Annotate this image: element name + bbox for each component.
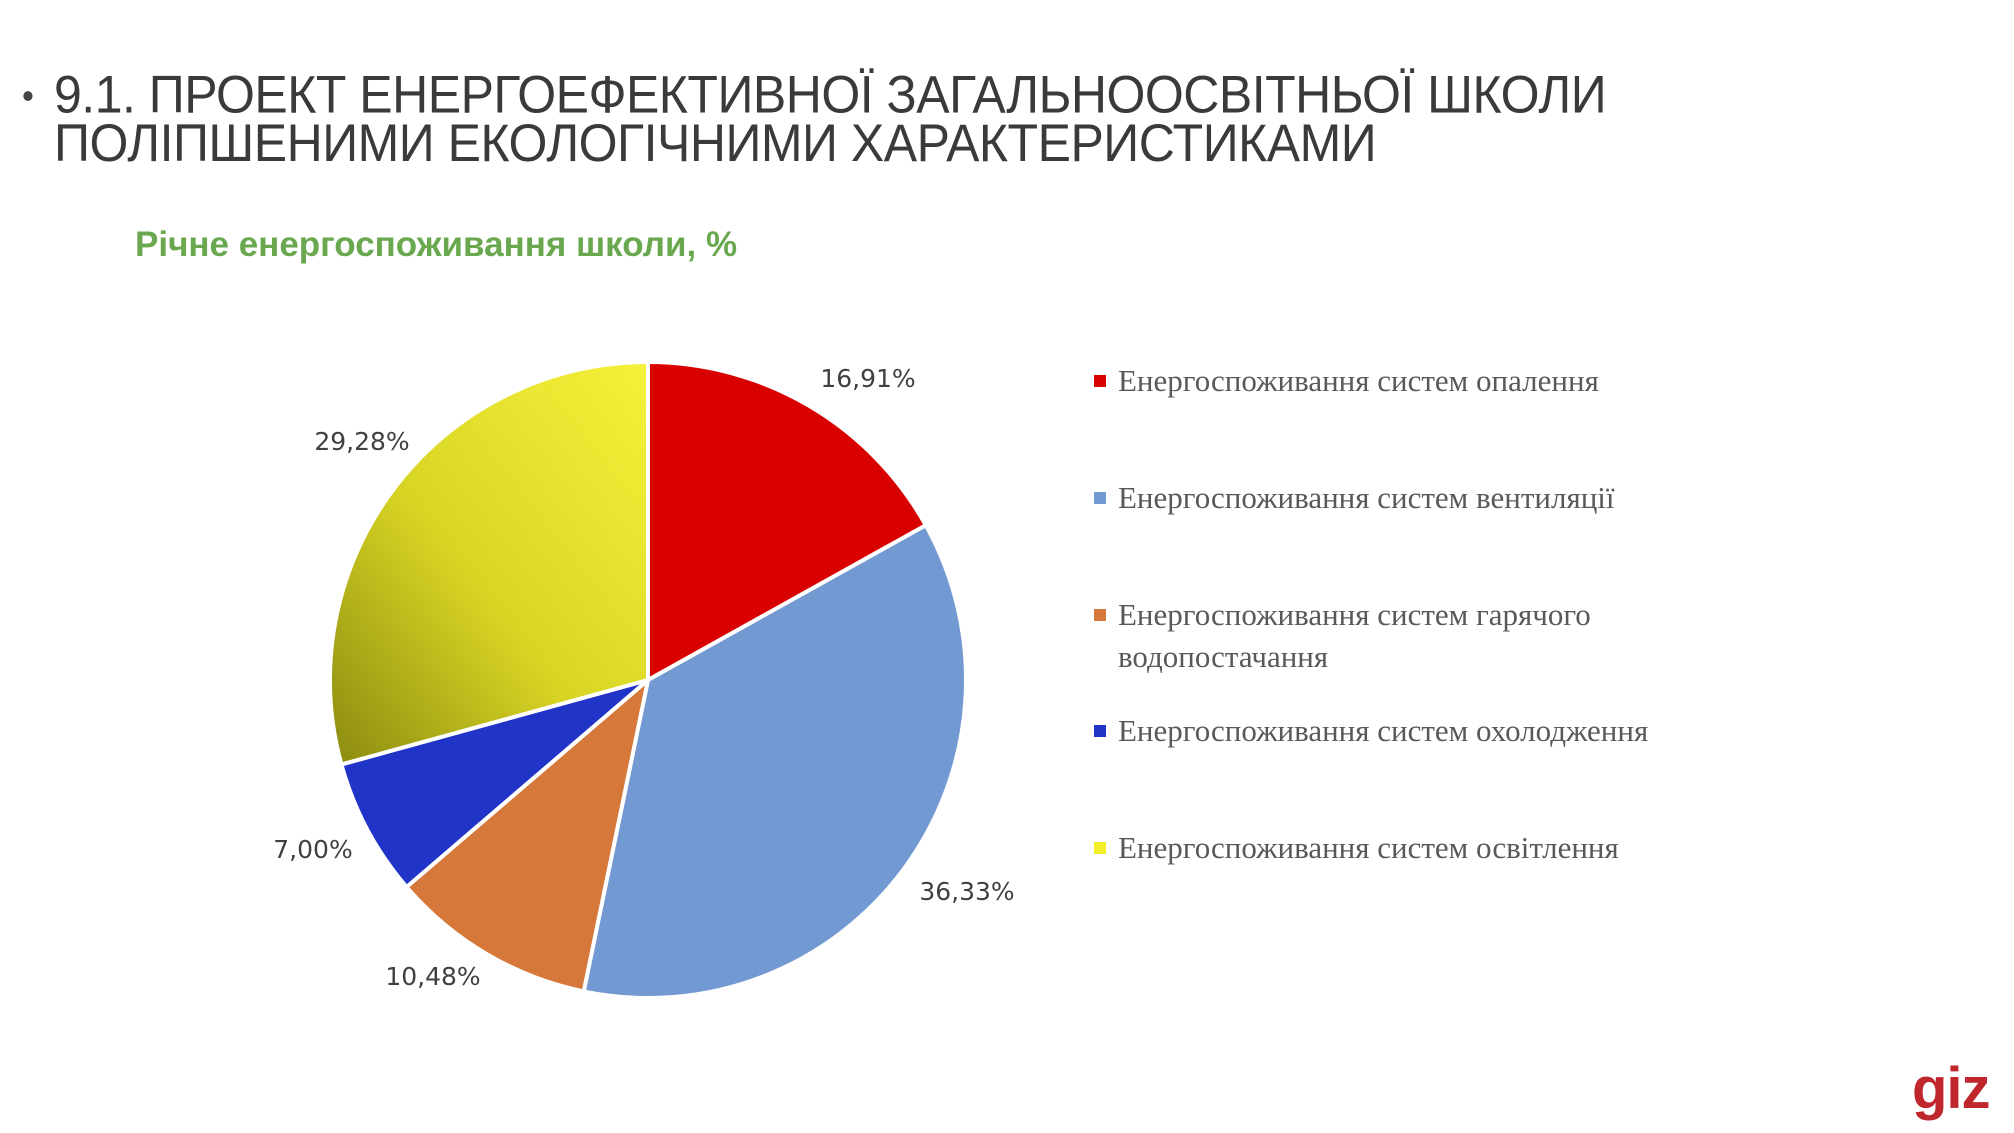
pie-slice-2 (581, 523, 968, 1000)
pie-slice-3 (404, 678, 650, 994)
slide-title-line-2: ПОЛІПШЕНИМИ ЕКОЛОГІЧНИМИ ХАРАКТЕРИСТИКАМ… (54, 113, 1377, 173)
data-label-3: 10,48% (385, 962, 480, 991)
bullet-icon: • (22, 76, 34, 117)
legend-label-5: Енергоспоживання систем освітлення (1118, 830, 1619, 865)
giz-logo: giz (1912, 1056, 1991, 1121)
slide-title-line-1: 9.1. ПРОЕКТ ЕНЕРГОЕФЕКТИВНОЇ ЗАГАЛЬНООСВ… (54, 64, 1607, 125)
legend-swatch-5 (1094, 842, 1106, 854)
pie-slice-1 (646, 360, 928, 682)
legend-swatch-4 (1094, 725, 1106, 737)
legend-swatch-2 (1094, 492, 1106, 504)
pie-data-labels: 16,91% 36,33% 10,48% 7,00% 29,28% (273, 364, 1014, 991)
legend-label-2: Енергоспоживання систем вентиляції (1118, 480, 1615, 515)
legend-swatch-1 (1094, 375, 1106, 387)
data-label-4: 7,00% (273, 835, 352, 864)
pie-slice-4 (339, 678, 650, 889)
chart-title: Річне енергоспоживання школи, % (135, 225, 738, 264)
legend-label-4: Енергоспоживання систем охолодження (1118, 713, 1649, 748)
data-label-1: 16,91% (820, 364, 915, 393)
pie-slice-5 (328, 360, 650, 767)
legend-swatch-3 (1094, 609, 1106, 621)
legend-label-3: Енергоспоживання систем гарячого водопос… (1118, 597, 1591, 674)
legend-label-1: Енергоспоживання систем опалення (1118, 363, 1599, 398)
data-label-2: 36,33% (919, 877, 1014, 906)
pie-slices (328, 360, 968, 1000)
data-label-5: 29,28% (314, 427, 409, 456)
